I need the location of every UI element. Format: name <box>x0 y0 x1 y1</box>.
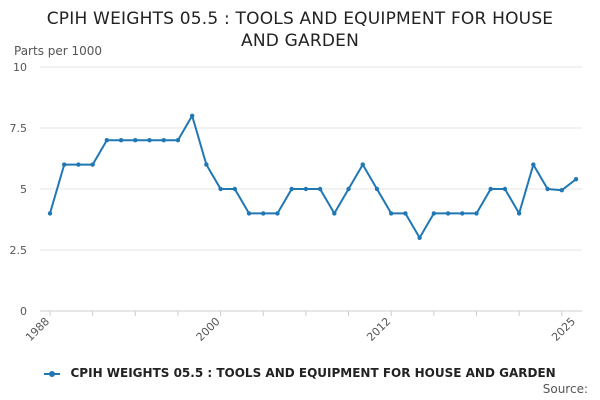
data-point[interactable] <box>147 138 152 143</box>
source-label: Source: <box>542 382 588 396</box>
chart-title-line-2: AND GARDEN <box>240 31 359 51</box>
y-tick-label: 5 <box>20 183 27 196</box>
axes: 0 2.5 5 7.5 10 1988 2000 2012 2025 <box>10 61 582 344</box>
data-point[interactable] <box>573 177 579 182</box>
data-point[interactable] <box>374 186 380 192</box>
y-tick-label: 10 <box>13 61 27 74</box>
x-tick-label: 2025 <box>549 315 578 344</box>
data-point[interactable] <box>403 211 408 216</box>
data-point[interactable] <box>47 211 53 216</box>
chart-title-line-1: CPIH WEIGHTS 05.5 : TOOLS AND EQUIPMENT … <box>46 9 554 29</box>
data-point[interactable] <box>232 186 238 192</box>
data-point[interactable] <box>346 186 351 192</box>
data-point[interactable] <box>559 188 564 193</box>
data-point[interactable] <box>431 211 437 216</box>
data-point[interactable] <box>175 138 181 143</box>
series <box>47 113 579 240</box>
data-point[interactable] <box>545 186 550 192</box>
x-tick-label: 2000 <box>194 315 223 344</box>
data-point[interactable] <box>289 186 294 192</box>
x-tick-label: 1988 <box>23 315 52 344</box>
data-point[interactable] <box>275 211 280 216</box>
y-tick-label: 2.5 <box>10 244 28 257</box>
chart-title: CPIH WEIGHTS 05.5 : TOOLS AND EQUIPMENT … <box>0 8 600 52</box>
data-point[interactable] <box>460 211 465 216</box>
data-point[interactable] <box>474 211 479 216</box>
data-point[interactable] <box>303 186 309 192</box>
data-point[interactable] <box>161 138 166 143</box>
data-point[interactable] <box>90 162 95 167</box>
data-point[interactable] <box>332 211 337 216</box>
data-point[interactable] <box>516 211 522 216</box>
data-point[interactable] <box>218 186 223 192</box>
data-point[interactable] <box>388 211 394 216</box>
data-point[interactable] <box>445 211 451 216</box>
data-point[interactable] <box>417 235 422 240</box>
series-line <box>49 114 577 239</box>
data-point[interactable] <box>118 138 124 143</box>
gridlines <box>40 66 582 251</box>
data-point[interactable] <box>488 186 493 192</box>
data-point[interactable] <box>531 162 536 167</box>
data-point[interactable] <box>246 211 252 216</box>
y-tick-label: 0 <box>20 305 27 318</box>
legend-marker-icon <box>44 370 61 378</box>
data-point[interactable] <box>360 162 365 167</box>
data-point[interactable] <box>204 162 209 167</box>
data-point[interactable] <box>76 162 81 167</box>
data-point[interactable] <box>317 186 323 192</box>
data-point[interactable] <box>62 162 67 167</box>
data-point[interactable] <box>189 113 195 119</box>
data-point[interactable] <box>502 186 508 192</box>
data-point[interactable] <box>133 138 138 143</box>
legend[interactable]: CPIH WEIGHTS 05.5 : TOOLS AND EQUIPMENT … <box>0 366 600 380</box>
legend-label: CPIH WEIGHTS 05.5 : TOOLS AND EQUIPMENT … <box>70 366 556 380</box>
y-axis-label: Parts per 1000 <box>14 44 103 58</box>
y-tick-label: 7.5 <box>10 122 28 135</box>
x-tick-label: 2012 <box>364 315 393 344</box>
data-point[interactable] <box>104 138 110 143</box>
data-point[interactable] <box>261 211 266 216</box>
